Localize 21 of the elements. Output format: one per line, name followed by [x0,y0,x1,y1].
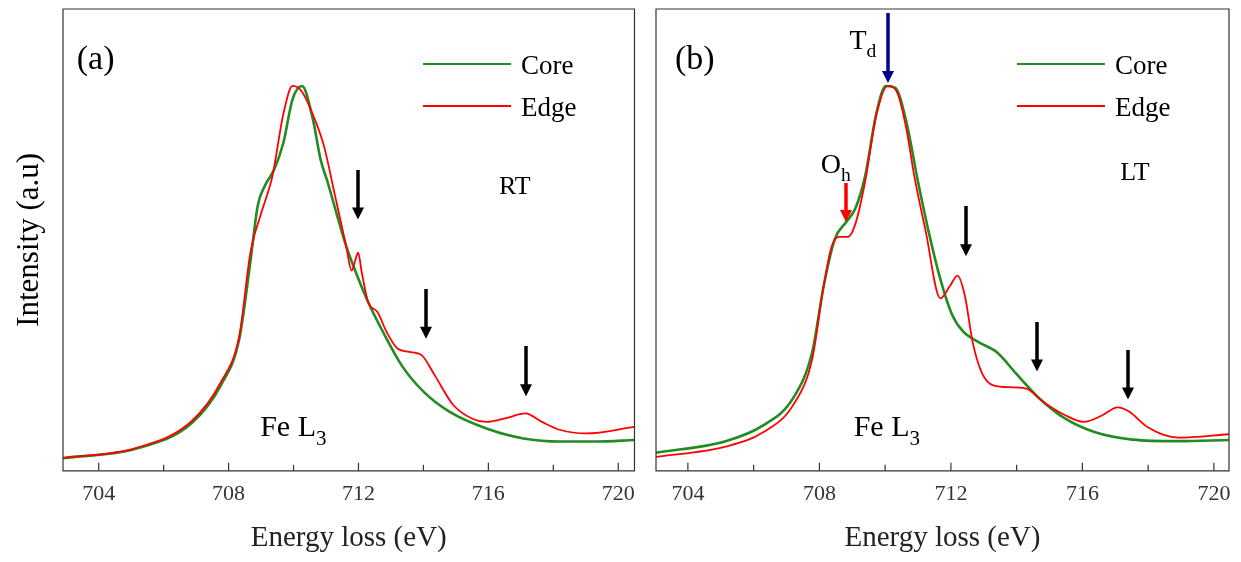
x-tick-label: 712 [341,479,375,505]
legend-label: Core [521,50,574,80]
x-axis-title: Energy loss (eV) [250,520,447,554]
x-tick-label: 708 [212,479,246,505]
text: (b) [674,39,715,78]
x-tick-label: 704 [82,479,116,505]
x-tick-label: 720 [1197,479,1231,505]
text: (a) [76,39,115,78]
x-tick-label: 720 [601,479,635,505]
x-tick-label: 716 [471,479,505,505]
x-tick-label: 704 [671,479,705,505]
x-tick-label: 712 [934,479,968,505]
x-tick-label: 708 [802,479,836,505]
x-axis-title: Energy loss (eV) [844,520,1041,554]
annotation: RT [499,170,531,200]
y-axis-title: Intensity (a.u) [10,152,45,327]
x-tick-label: 716 [1065,479,1099,505]
annotation: LT [1120,156,1150,186]
legend-label: Edge [521,92,577,122]
legend-label: Edge [1114,92,1171,122]
legend-label: Core [1114,50,1168,80]
